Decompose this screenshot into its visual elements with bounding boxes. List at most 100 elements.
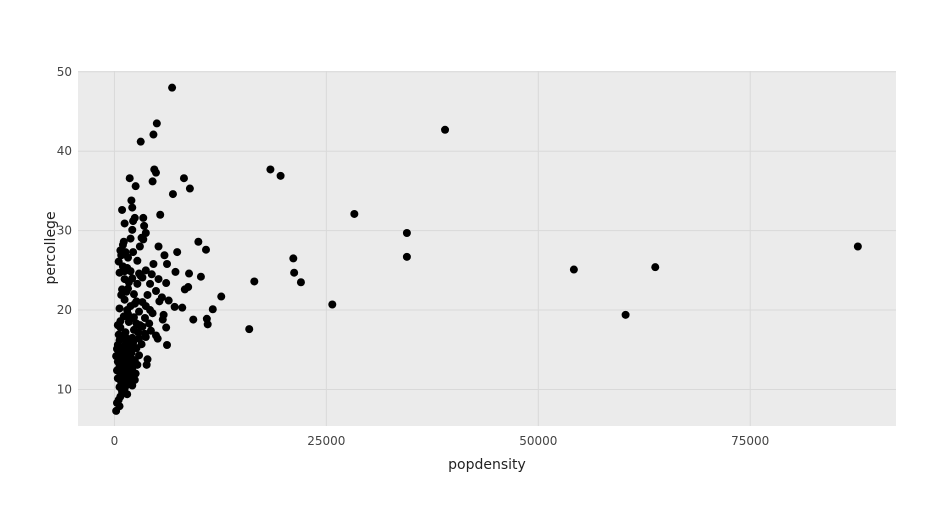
data-point bbox=[112, 406, 121, 415]
data-point bbox=[189, 315, 198, 324]
data-point bbox=[162, 323, 171, 332]
data-point bbox=[168, 83, 177, 92]
data-point bbox=[208, 305, 217, 314]
data-point bbox=[245, 325, 254, 334]
data-point bbox=[163, 259, 172, 268]
data-point bbox=[126, 234, 135, 243]
data-point bbox=[115, 304, 124, 313]
data-point bbox=[116, 345, 125, 354]
data-point bbox=[178, 303, 187, 312]
data-point bbox=[441, 125, 450, 134]
tick-labels: 0 25000 50000 75000 10 20 30 40 50 bbox=[57, 65, 770, 448]
y-tick-label: 10 bbox=[57, 382, 72, 396]
data-point bbox=[151, 286, 160, 295]
data-point bbox=[621, 310, 630, 319]
data-point bbox=[180, 285, 189, 294]
data-point bbox=[194, 237, 203, 246]
data-point bbox=[118, 361, 127, 370]
data-point bbox=[117, 251, 126, 260]
data-point bbox=[201, 245, 210, 254]
data-point bbox=[164, 296, 173, 305]
data-point bbox=[142, 360, 151, 369]
data-point bbox=[146, 279, 155, 288]
data-point bbox=[153, 334, 162, 343]
data-point bbox=[140, 313, 149, 322]
data-point bbox=[266, 165, 275, 174]
data-point bbox=[124, 358, 133, 367]
data-point bbox=[156, 210, 165, 219]
data-point bbox=[350, 209, 359, 218]
data-point bbox=[203, 320, 212, 329]
data-point bbox=[569, 265, 578, 274]
data-point bbox=[130, 375, 139, 384]
data-point bbox=[125, 174, 134, 183]
data-point bbox=[141, 333, 150, 342]
data-point bbox=[152, 119, 161, 128]
data-point bbox=[290, 268, 299, 277]
data-point bbox=[149, 259, 158, 268]
data-point bbox=[143, 290, 152, 299]
data-point bbox=[289, 254, 298, 263]
data-point bbox=[185, 184, 194, 193]
data-point bbox=[173, 248, 182, 257]
data-point bbox=[170, 302, 179, 311]
data-point bbox=[149, 130, 158, 139]
data-point bbox=[155, 297, 164, 306]
data-point bbox=[118, 205, 127, 214]
data-point bbox=[122, 287, 131, 296]
data-point bbox=[160, 251, 169, 260]
data-point bbox=[135, 242, 144, 251]
data-point bbox=[124, 253, 133, 262]
data-point bbox=[196, 272, 205, 281]
data-point bbox=[129, 290, 138, 299]
data-point bbox=[120, 219, 129, 228]
data-point bbox=[135, 307, 144, 316]
data-point bbox=[131, 182, 140, 191]
data-point bbox=[154, 242, 163, 251]
data-point bbox=[154, 275, 163, 284]
data-point bbox=[179, 174, 188, 183]
data-point bbox=[147, 270, 156, 279]
data-point bbox=[217, 292, 226, 301]
data-point bbox=[133, 279, 142, 288]
data-point bbox=[276, 171, 285, 180]
data-point bbox=[146, 306, 155, 315]
data-point bbox=[162, 279, 171, 288]
data-point bbox=[127, 346, 136, 355]
data-point bbox=[140, 221, 149, 230]
data-point bbox=[133, 256, 142, 265]
data-point bbox=[148, 177, 157, 186]
x-tick-label: 50000 bbox=[519, 434, 557, 448]
y-tick-label: 40 bbox=[57, 144, 72, 158]
data-point bbox=[145, 319, 154, 328]
data-point bbox=[127, 196, 136, 205]
data-point bbox=[146, 326, 155, 335]
data-point bbox=[402, 229, 411, 238]
data-point bbox=[126, 267, 135, 276]
data-point bbox=[168, 190, 177, 199]
data-point bbox=[171, 267, 180, 276]
data-point bbox=[151, 168, 160, 177]
data-point bbox=[113, 321, 122, 330]
data-point bbox=[128, 225, 137, 234]
data-point bbox=[128, 203, 137, 212]
data-point bbox=[136, 271, 145, 280]
data-points bbox=[112, 83, 862, 415]
data-point bbox=[135, 321, 144, 330]
y-tick-label: 30 bbox=[57, 224, 72, 238]
x-tick-label: 0 bbox=[111, 434, 119, 448]
data-point bbox=[296, 278, 305, 287]
data-point bbox=[135, 351, 144, 360]
data-point bbox=[121, 333, 130, 342]
data-point bbox=[185, 269, 194, 278]
data-point bbox=[853, 242, 862, 251]
data-point bbox=[134, 328, 143, 337]
data-point bbox=[328, 300, 337, 309]
data-point bbox=[120, 275, 129, 284]
data-point bbox=[126, 314, 135, 323]
y-axis-title: percollege bbox=[43, 211, 59, 284]
x-axis-title: popdensity bbox=[448, 457, 526, 473]
data-point bbox=[163, 340, 172, 349]
plot-panel bbox=[78, 71, 896, 426]
